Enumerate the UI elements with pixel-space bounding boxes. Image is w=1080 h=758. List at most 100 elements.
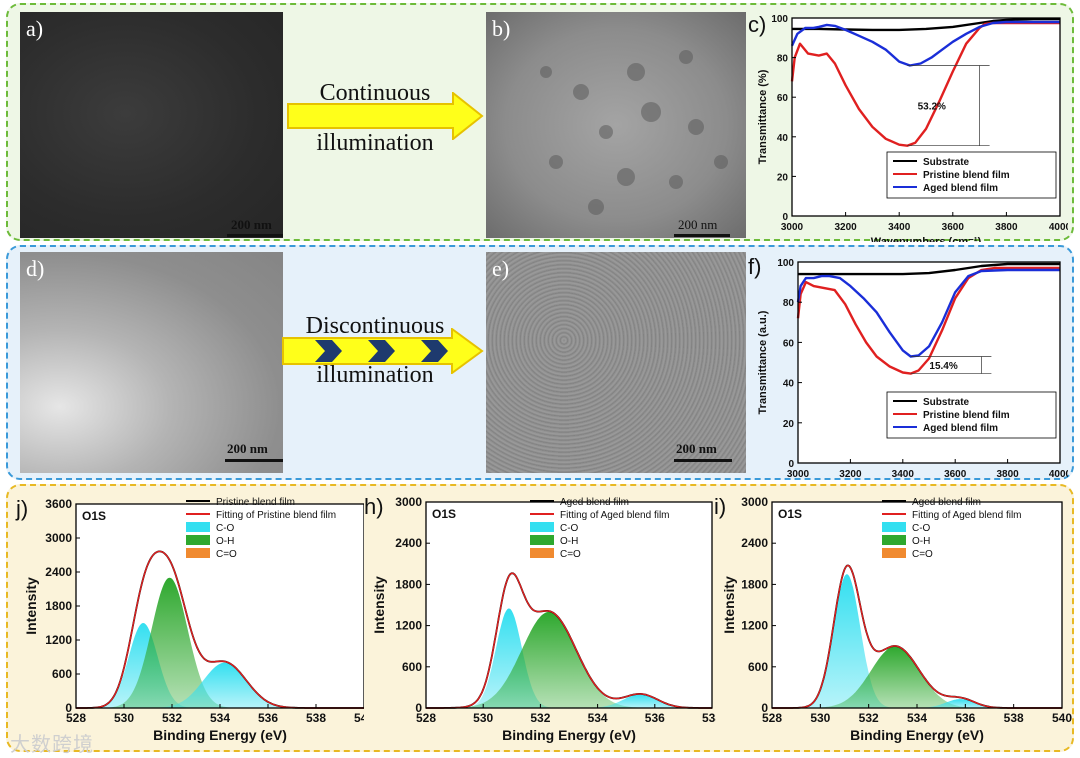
x-tick-label: 3400: [892, 469, 915, 480]
x-tick-label: 530: [473, 711, 493, 725]
y-tick-label: 0: [782, 212, 788, 223]
xps-chart-j: 528 530 532 534 536 538 540 0 600 1200 1800 2400 300…: [15, 496, 364, 743]
scale-text-b: 200 nm: [678, 217, 718, 232]
legend-entry: Substrate: [923, 397, 970, 408]
plot-frame: [797, 261, 1061, 464]
x-axis-label: Wavenumbers (cm⁻¹): [871, 236, 982, 242]
y-tick-label: 0: [761, 701, 768, 715]
legend-entry: C=O: [912, 549, 933, 560]
legend-swatch: [530, 522, 554, 532]
x-axis-label: Binding Energy (eV): [502, 727, 636, 743]
y-tick-label: 2400: [45, 565, 72, 579]
peak-c-o: [426, 694, 712, 708]
scale-bar-e: [674, 459, 732, 462]
panel-label-i: i): [714, 494, 726, 519]
x-tick-label: 528: [762, 711, 782, 725]
y-tick-label: 2400: [395, 536, 422, 550]
peak-o-h: [772, 646, 1062, 708]
x-tick-label: 530: [114, 711, 134, 725]
y-tick-label: 1200: [395, 619, 422, 633]
scale-bar-b: [674, 234, 730, 237]
panel-label-b: b): [492, 16, 511, 41]
x-axis-label: Binding Energy (eV): [850, 727, 984, 743]
y-axis-label: Intensity: [721, 576, 737, 634]
legend-entry: Fitting of Pristine blend film: [216, 510, 336, 521]
continuous-arrow-icon: [287, 92, 484, 140]
x-tick-label: 538: [306, 711, 326, 725]
legend-entry: Aged blend film: [923, 183, 998, 194]
legend-swatch: [882, 548, 906, 558]
watermark-text: 大数跨境: [10, 734, 94, 756]
legend-entry: Fitting of Aged blend film: [912, 510, 1022, 521]
series-line-pristine-blend-film: [796, 266, 1060, 375]
tem-image-a: a) 200 nm: [20, 12, 283, 238]
panel-label-g: j): [15, 496, 28, 521]
x-axis-label: Wavenumber (cm⁻¹): [877, 483, 982, 484]
y-tick-label: 60: [777, 93, 789, 104]
panel-label-e: e): [492, 256, 510, 281]
peak-c-o: [76, 662, 364, 708]
legend-swatch: [882, 522, 906, 532]
arrow-text-discontinuous-1: Discontinuous: [305, 313, 445, 339]
tem-particles-b: [540, 50, 728, 215]
x-tick-label: 3000: [787, 469, 810, 480]
y-tick-label: 0: [788, 459, 794, 470]
legend-entry: Aged blend film: [923, 423, 998, 434]
legend-entry: Aged blend film: [560, 497, 629, 508]
x-tick-label: 534: [588, 711, 608, 725]
legend-entry: C-O: [216, 523, 235, 534]
scale-text-a: 200 nm: [231, 217, 272, 232]
scale-text-e: 200 nm: [676, 441, 717, 456]
legend-entry: C=O: [560, 549, 581, 560]
peak-o-h: [426, 611, 712, 708]
x-axis-label: Binding Energy (eV): [153, 727, 287, 743]
legend-entry: Pristine blend film: [216, 497, 295, 508]
x-tick-label: 536: [645, 711, 665, 725]
x-tick-label: 3200: [834, 222, 857, 233]
x-tick-label: 3000: [781, 222, 804, 233]
y-tick-label: 80: [783, 298, 795, 309]
y-tick-label: 0: [415, 701, 422, 715]
panel-label-d: d): [26, 256, 45, 281]
y-tick-label: 40: [783, 379, 795, 390]
scale-bar-a: [227, 234, 283, 237]
y-axis-label: Transmittance (a.u.): [757, 310, 769, 414]
legend-entry: Aged blend film: [912, 497, 981, 508]
legend-entry: Fitting of Aged blend film: [560, 510, 670, 521]
y-tick-label: 40: [777, 133, 789, 144]
x-tick-label: 3600: [942, 222, 965, 233]
x-tick-label: 3400: [888, 222, 911, 233]
peak-o-h: [76, 577, 364, 708]
annotation-text: 53.2%: [918, 102, 946, 113]
series-line-substrate: [798, 262, 1060, 276]
x-tick-label: 3200: [839, 469, 862, 480]
y-tick-label: 3000: [45, 531, 72, 545]
o1s-label: O1S: [82, 509, 106, 523]
x-tick-label: 534: [907, 711, 927, 725]
legend-entry: C=O: [216, 549, 237, 560]
legend-swatch: [882, 535, 906, 545]
y-tick-label: 20: [783, 419, 795, 430]
x-tick-label: 536: [955, 711, 975, 725]
scale-text-d: 200 nm: [227, 441, 268, 456]
y-tick-label: 100: [777, 258, 794, 269]
x-tick-label: 538: [1004, 711, 1024, 725]
y-tick-label: 1200: [45, 633, 72, 647]
legend-swatch: [530, 535, 554, 545]
y-tick-label: 1800: [45, 599, 72, 613]
legend-entry: C-O: [560, 523, 579, 534]
peak-c-o: [772, 574, 1062, 708]
series-line-aged-blend-film: [790, 20, 1060, 67]
legend-swatch: [530, 548, 554, 558]
legend-entry: O-H: [560, 536, 578, 547]
o1s-label: O1S: [778, 507, 802, 521]
x-tick-label: 3600: [944, 469, 967, 480]
tem-image-b: b) 200 nm: [486, 12, 746, 238]
y-tick-label: 100: [771, 14, 788, 25]
xps-chart-i: 528 530 532 534 536 538 540 0 600 1200 1800 2400 300…: [714, 494, 1072, 743]
x-tick-label: 532: [859, 711, 879, 725]
arrow-text-continuous-2: illumination: [316, 130, 434, 156]
y-tick-label: 1800: [741, 577, 768, 591]
peak-c-o: [426, 608, 712, 708]
